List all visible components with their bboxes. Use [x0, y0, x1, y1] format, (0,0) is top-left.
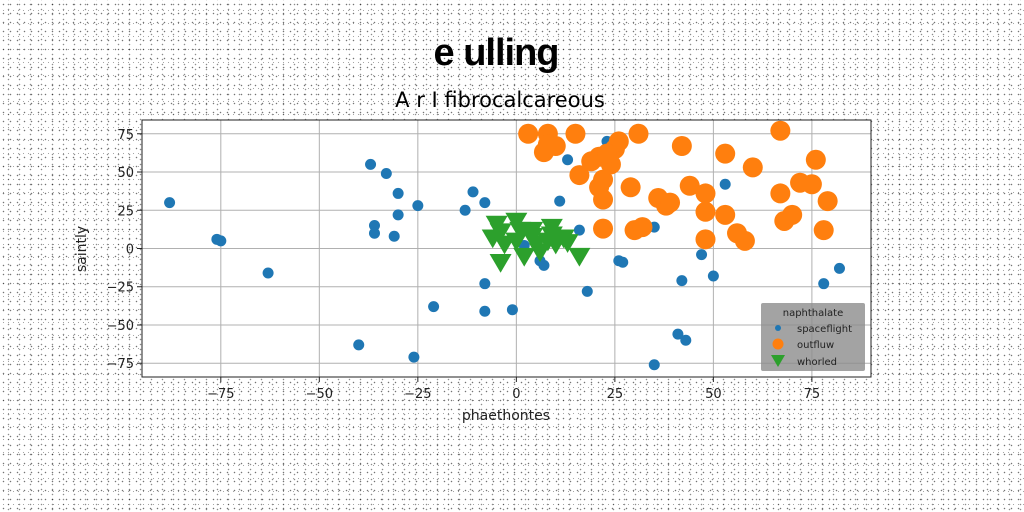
legend-label-outfluw: outfluw	[797, 340, 834, 351]
y-tick-label: 50	[117, 166, 134, 181]
x-tick-label: 25	[607, 387, 624, 402]
point-outfluw	[593, 218, 614, 239]
point-whorled	[568, 247, 591, 267]
chart-subtitle: A r I fibrocalcareous	[395, 88, 605, 112]
point-outfluw	[715, 143, 736, 164]
point-spaceflight	[707, 270, 719, 282]
axis-ticks: −75 −50 −25 0 25 50 75 −75 −50 −25 0 25 50 75	[107, 128, 821, 402]
point-spaceflight	[467, 186, 479, 198]
legend-title: naphthalate	[783, 308, 844, 319]
x-tick-label: −25	[404, 387, 431, 402]
point-outfluw	[660, 192, 681, 213]
x-axis-label: phaethontes	[462, 408, 550, 424]
point-outfluw	[695, 201, 716, 222]
point-outfluw	[596, 143, 617, 164]
point-spaceflight	[365, 158, 377, 170]
point-spaceflight	[392, 187, 404, 199]
y-tick-label: −25	[107, 281, 134, 296]
point-spaceflight	[538, 259, 550, 271]
point-outfluw	[518, 123, 539, 144]
point-outfluw	[734, 230, 755, 251]
x-tick-label: 75	[804, 387, 821, 402]
point-spaceflight	[648, 359, 660, 371]
point-outfluw	[695, 183, 716, 204]
point-spaceflight	[353, 339, 365, 351]
legend-box	[761, 303, 865, 371]
point-outfluw	[813, 220, 834, 241]
point-spaceflight	[672, 328, 684, 340]
point-spaceflight	[380, 168, 392, 180]
point-spaceflight	[368, 220, 380, 232]
point-outfluw	[628, 123, 649, 144]
y-tick-label: −75	[107, 357, 134, 372]
point-spaceflight	[392, 209, 404, 221]
point-outfluw	[770, 120, 791, 141]
point-outfluw	[770, 183, 791, 204]
point-outfluw	[695, 229, 716, 250]
legend-marker-whorled	[771, 355, 785, 367]
chart-title: e ulling	[434, 32, 559, 74]
point-spaceflight	[581, 285, 593, 297]
data-points	[164, 120, 845, 371]
x-tick-label: 0	[512, 387, 520, 402]
point-whorled	[489, 254, 512, 273]
point-spaceflight	[696, 249, 708, 261]
legend: naphthalate spaceflight outfluw whorled	[761, 303, 865, 371]
point-whorled	[513, 247, 536, 267]
legend-marker-spaceflight	[775, 325, 781, 331]
point-whorled	[481, 229, 504, 249]
point-spaceflight	[818, 278, 830, 290]
point-spaceflight	[215, 235, 227, 247]
y-tick-label: 25	[117, 204, 134, 219]
point-spaceflight	[388, 230, 400, 242]
point-whorled	[556, 234, 579, 253]
point-outfluw	[742, 157, 763, 178]
point-spaceflight	[164, 197, 176, 209]
point-spaceflight	[562, 154, 574, 166]
point-spaceflight	[506, 304, 518, 316]
point-whorled	[505, 232, 528, 252]
legend-label-spaceflight: spaceflight	[797, 324, 852, 335]
point-spaceflight	[408, 351, 420, 363]
point-spaceflight	[554, 195, 566, 207]
point-spaceflight	[573, 224, 585, 236]
point-spaceflight	[617, 256, 629, 268]
y-tick-label: 0	[126, 243, 134, 258]
y-tick-label: −50	[107, 319, 134, 334]
point-spaceflight	[479, 197, 491, 209]
x-tick-label: −75	[207, 387, 234, 402]
point-spaceflight	[368, 227, 380, 239]
legend-label-whorled: whorled	[797, 357, 837, 368]
point-outfluw	[805, 149, 826, 170]
point-spaceflight	[459, 204, 471, 216]
y-axis-label: saintly	[74, 226, 90, 272]
point-spaceflight	[479, 305, 491, 317]
point-outfluw	[679, 175, 700, 196]
point-spaceflight	[676, 275, 688, 287]
x-tick-label: 50	[705, 387, 722, 402]
point-spaceflight	[412, 200, 424, 212]
point-outfluw	[569, 165, 590, 186]
x-tick-label: −50	[306, 387, 333, 402]
point-outfluw	[801, 174, 822, 195]
point-outfluw	[715, 204, 736, 225]
point-outfluw	[545, 136, 566, 157]
point-outfluw	[817, 191, 838, 212]
legend-marker-outfluw	[772, 338, 784, 350]
point-outfluw	[632, 217, 653, 238]
point-spaceflight	[262, 267, 274, 279]
point-spaceflight	[833, 262, 845, 274]
point-spaceflight	[719, 178, 731, 190]
point-outfluw	[671, 136, 692, 157]
point-outfluw	[620, 177, 641, 198]
point-outfluw	[593, 189, 614, 210]
point-outfluw	[782, 204, 803, 225]
y-tick-label: 75	[117, 128, 134, 143]
point-outfluw	[565, 123, 586, 144]
point-whorled	[528, 243, 551, 263]
point-spaceflight	[428, 301, 440, 313]
point-spaceflight	[680, 334, 692, 346]
point-spaceflight	[479, 278, 491, 290]
